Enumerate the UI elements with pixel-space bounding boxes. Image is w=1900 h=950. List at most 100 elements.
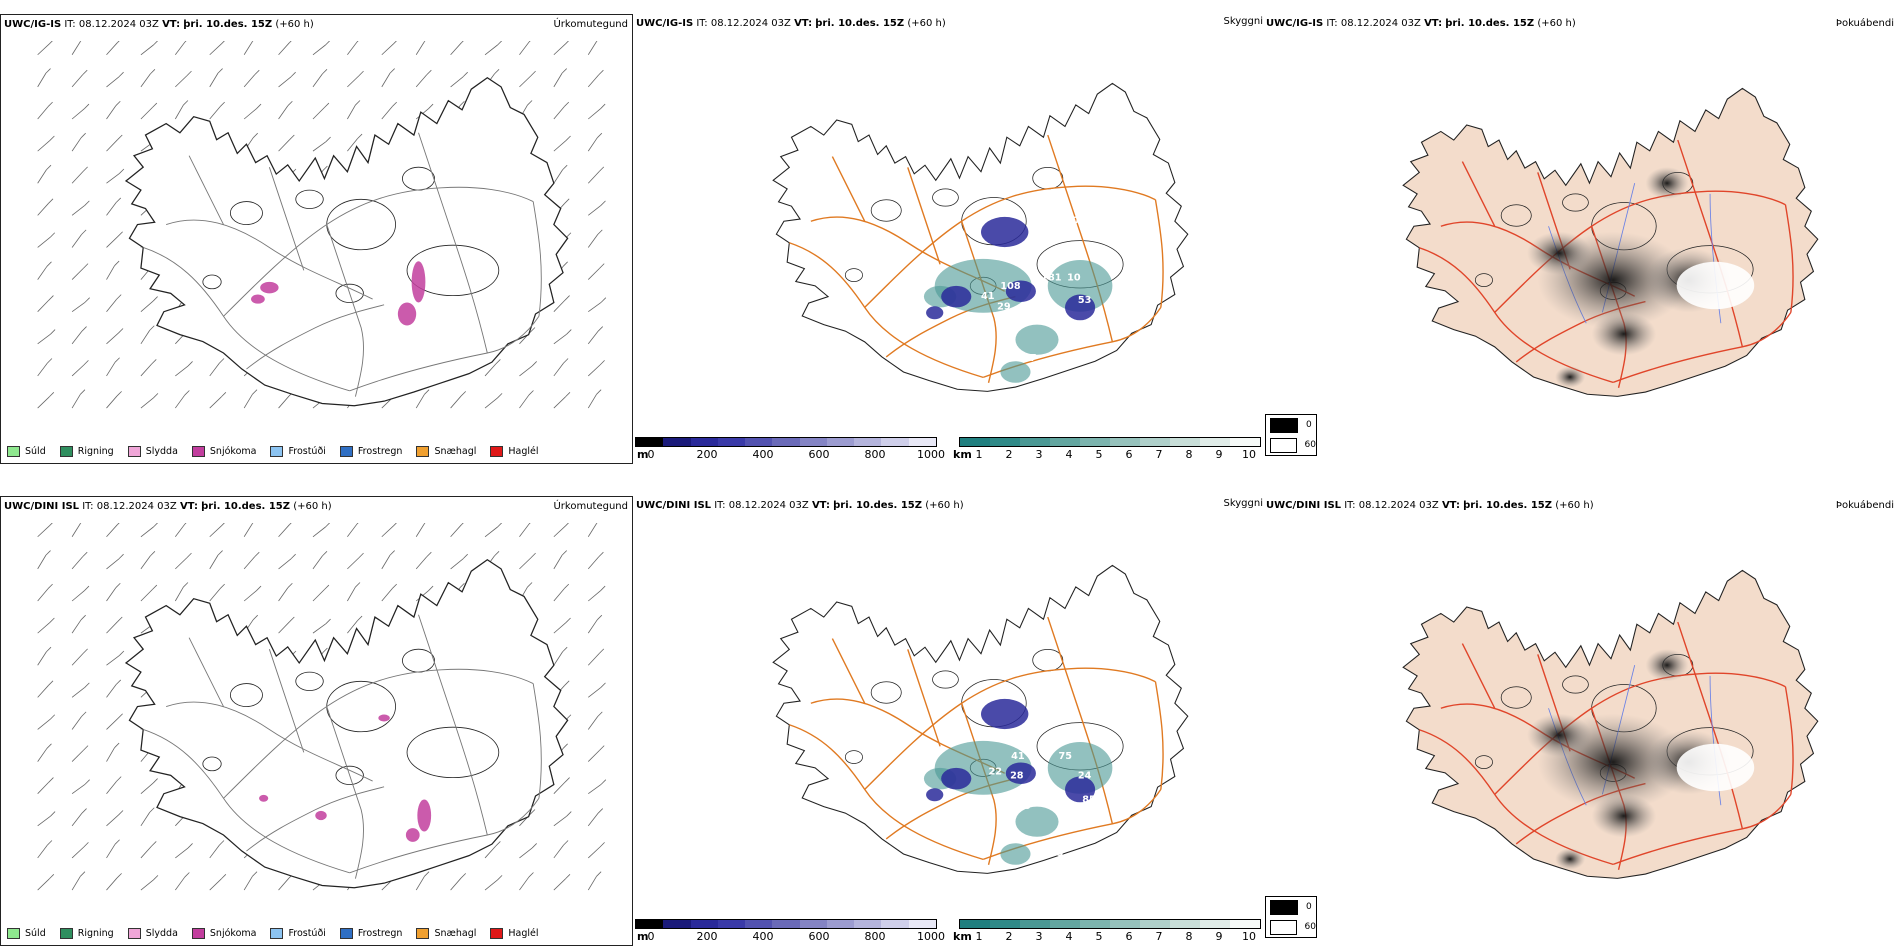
model-name: UWC/DINI ISL: [1266, 500, 1342, 511]
panel-title-precip: Úrkomutegund: [553, 19, 628, 30]
colorbar-tick: 1000: [917, 448, 945, 461]
road-line: [1677, 621, 1744, 830]
fog-legend-label: 60: [1304, 922, 1316, 932]
fog-legend-label: 0: [1306, 902, 1312, 912]
road-line: [268, 167, 305, 271]
glacier-outline: [406, 244, 500, 297]
legend-swatch: [7, 446, 20, 457]
colorbar-swatch: [990, 438, 1020, 446]
colorbar-tick: 4: [1065, 930, 1073, 943]
glacier-outline: [295, 189, 324, 209]
road-line: [1784, 686, 1794, 795]
snow-area: [260, 281, 279, 294]
colorbar-swatch: [1230, 920, 1260, 928]
lead-time: (+60 h): [293, 501, 332, 512]
snow-area: [378, 714, 390, 722]
legend-swatch: [59, 928, 73, 939]
colorbar-swatch: [690, 438, 718, 446]
colorbar-tick: 1: [975, 930, 983, 943]
panel-title-fog: Þokuábendi: [1835, 18, 1894, 29]
valid-time-label: VT:: [794, 18, 813, 29]
colorbar-tick: 6: [1125, 930, 1133, 943]
colorbar-swatch: [1020, 920, 1050, 928]
colorbar-tick: 9: [1215, 930, 1223, 943]
fog-area: [1591, 794, 1657, 838]
fog-legend-swatch: [1270, 417, 1298, 433]
legend-swatch: [59, 446, 73, 457]
fog-map-wrap: [1303, 506, 1863, 896]
fog-legend-row: 0: [1266, 415, 1316, 435]
legend-swatch: [339, 928, 353, 939]
colorbar-tick: 4: [1065, 448, 1073, 461]
init-time: 08.12.2024 03Z: [78, 19, 159, 30]
legend-item: Snjókoma: [191, 446, 256, 457]
legend-item: Slydda: [127, 928, 178, 939]
colorbar-swatch: [1110, 920, 1140, 928]
forecast-header: UWC/IG-IS IT: 08.12.2024 03Z VT: þri. 10…: [1266, 18, 1576, 29]
legend-swatch: [490, 928, 504, 939]
cloud-base-area: [941, 767, 972, 790]
cloud-base-label: 97: [1023, 353, 1036, 364]
legend-swatch: [127, 446, 141, 457]
glacier-area: [1676, 743, 1755, 792]
legend-label: Súld: [25, 928, 46, 939]
precip-map-wrap: [9, 505, 629, 895]
iceland-coastline: [124, 558, 569, 889]
colorbar-unit: m: [637, 448, 649, 461]
valid-time: þri. 10.des. 15Z: [1445, 18, 1535, 29]
visibility-area: [1015, 324, 1059, 355]
cloud-base-label: 75: [1059, 751, 1073, 762]
visibility-area: [1015, 806, 1059, 837]
visibility-area: [1047, 742, 1113, 794]
cloud-base-colorbar: m 0 200 400 600 800 1000: [635, 437, 945, 461]
valid-time-label: VT:: [1441, 500, 1460, 511]
legend-swatch: [490, 446, 504, 457]
road-line: [1612, 311, 1792, 384]
glacier-outline: [1500, 204, 1532, 227]
road-line: [418, 132, 488, 354]
colorbar-tick: 3: [1035, 930, 1043, 943]
valid-time-label: VT:: [1424, 18, 1443, 29]
cloud-base-label: 21: [1123, 319, 1137, 330]
colorbar-swatch: [636, 438, 664, 446]
lead-time: (+60 h): [1555, 500, 1594, 511]
model-name: UWC/IG-IS: [636, 18, 694, 29]
fog-area: [1527, 713, 1592, 757]
road-line: [1461, 643, 1496, 709]
panel-title-fog: Þokuábendi: [1835, 500, 1894, 511]
road-line: [907, 649, 941, 747]
model-name: UWC/IG-IS: [4, 19, 62, 30]
cloud-base-area: [926, 306, 944, 320]
colorbar-tick: 9: [1215, 448, 1223, 461]
colorbar-swatches: [635, 437, 937, 447]
legend-label: Slydda: [145, 446, 178, 457]
colorbar-swatch: [1170, 920, 1200, 928]
glacier-outline: [1500, 686, 1532, 709]
glacier-outline: [295, 671, 324, 691]
legend-item: Frostregn: [339, 446, 402, 457]
colorbar-tick: 7: [1155, 930, 1163, 943]
colorbar-swatch: [1140, 920, 1170, 928]
colorbar-tick: 600: [808, 930, 830, 943]
legend-item: Rigning: [59, 446, 114, 457]
fog-legend-label: 60: [1304, 440, 1316, 450]
colorbar-tick: 5: [1095, 448, 1103, 461]
precip-legend: Súld Rigning Slydda Snjókoma Frostúði Fr…: [7, 928, 553, 939]
legend-item: Súld: [7, 928, 46, 939]
glacier-outline: [335, 765, 364, 785]
colorbar-tick: 7: [1155, 448, 1163, 461]
colorbar-tick: 5: [1095, 930, 1103, 943]
init-time-label: IT:: [82, 501, 94, 512]
road-line: [418, 614, 488, 836]
road-line: [188, 637, 224, 707]
road-line: [1784, 204, 1794, 313]
glacier-area: [1676, 261, 1755, 310]
cloud-base-area: [1065, 776, 1096, 803]
cloud-visibility-map: 83 75 84 41 22 28 24 857 22 19 55: [772, 564, 1189, 874]
road-line: [907, 167, 941, 265]
fog-legend: 0 60: [1265, 414, 1317, 456]
road-line: [223, 186, 534, 317]
panel-title-cloud: Skyggni: [1223, 16, 1263, 27]
visibility-area: [1047, 260, 1113, 312]
colorbar-tick: 8: [1185, 448, 1193, 461]
